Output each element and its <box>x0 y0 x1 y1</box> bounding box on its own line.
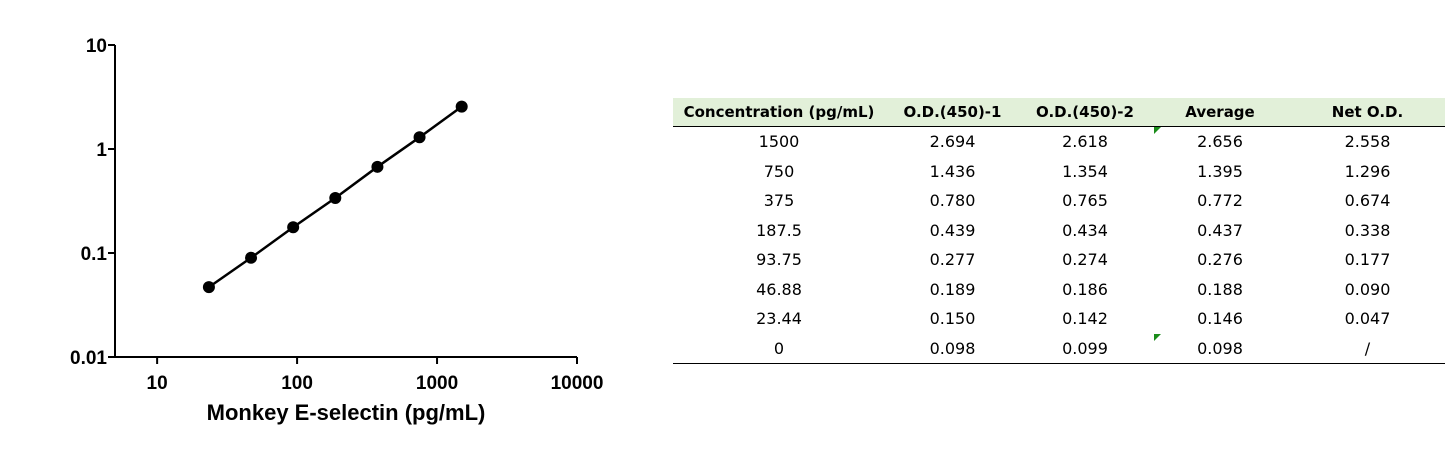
table-row: 23.44 0.150 0.142 0.146 0.047 <box>673 304 1445 334</box>
x-tick-label: 10000 <box>551 373 604 394</box>
x-tick-label: 100 <box>281 373 313 394</box>
x-tick-label: 1000 <box>416 373 458 394</box>
data-point <box>329 191 342 204</box>
table-cell: 0.772 <box>1197 191 1243 211</box>
table-cell: 0.189 <box>929 279 976 299</box>
table-cell: 0.434 <box>1062 220 1108 240</box>
error-flag <box>1154 333 1161 341</box>
table-cell: 0.188 <box>1197 279 1243 299</box>
table-cell: 0.177 <box>1344 250 1391 270</box>
table-cell: 1500 <box>758 132 800 152</box>
table-cell: 0.047 <box>1344 309 1391 329</box>
table-cell: 187.5 <box>756 220 802 240</box>
table-cell: 2.656 <box>1150 127 1290 157</box>
table-cell: 23.44 <box>756 309 802 329</box>
data-point <box>413 131 426 144</box>
table-cell: 0.186 <box>1062 279 1108 299</box>
table-row: 0 0.098 0.099 0.098/ <box>673 333 1445 364</box>
table-cell: 0.098 <box>885 333 1020 364</box>
table-cell: 2.694 <box>929 132 976 152</box>
table-row: 46.88 0.189 0.186 0.188 0.090 <box>673 275 1445 305</box>
header-cell: Average <box>1150 98 1290 127</box>
table-cell: 750 <box>763 161 795 181</box>
y-tick-label: 0.01 <box>70 348 107 369</box>
table-row: 187.5 0.439 0.434 0.437 0.338 <box>673 216 1445 246</box>
chart: Monkey E-selectin (pg/mL) 0.01 0.1 1 10 10 10… <box>70 36 604 425</box>
table-cell: 1.436 <box>929 161 976 181</box>
table-cell: 0.780 <box>929 191 976 211</box>
table-cell: 0.274 <box>1062 250 1108 270</box>
table-cell: 2.558 <box>1344 132 1391 152</box>
table-cell: 1.395 <box>1197 161 1243 181</box>
data-point <box>455 100 468 113</box>
table-cell: / <box>1290 333 1445 364</box>
table-cell: 375 <box>763 191 795 211</box>
table-cell: 0.150 <box>929 309 976 329</box>
table-cell: 0.277 <box>929 250 976 270</box>
x-axis-title: Monkey E-selectin (pg/mL) <box>207 400 486 425</box>
x-tick-label: 10 <box>147 373 168 394</box>
header-cell: O.D.(450)-1 <box>885 98 1020 127</box>
table-cell: 0.338 <box>1344 220 1391 240</box>
header-cell: Net O.D. <box>1290 98 1445 127</box>
y-tick-label: 0.1 <box>81 244 108 265</box>
table-cell: 1.354 <box>1062 161 1108 181</box>
table-cell: 0.439 <box>929 220 976 240</box>
table-cell: 46.88 <box>756 279 802 299</box>
y-tick-label: 10 <box>86 36 107 57</box>
table-cell: 93.75 <box>756 250 802 270</box>
table-cell: 2.618 <box>1062 132 1108 152</box>
table-cell: 0.090 <box>1344 279 1391 299</box>
table-cell: 0.765 <box>1062 191 1108 211</box>
table-row: 750 1.436 1.354 1.395 1.296 <box>673 157 1445 187</box>
table-cell: 1.296 <box>1344 161 1391 181</box>
y-tick-label: 1 <box>96 140 107 161</box>
table-body: 1500 2.694 2.618 2.656 2.558 750 1.436 1.354 1.3… <box>673 127 1445 364</box>
table-cell: 0.098 <box>1150 333 1290 364</box>
table-cell: 0 <box>673 333 885 364</box>
data-point <box>245 251 258 264</box>
header-cell: Concentration (pg/mL) <box>673 98 885 127</box>
table-cell: 0.674 <box>1344 191 1391 211</box>
table-cell: 0.099 <box>1020 333 1150 364</box>
header-cell: O.D.(450)-2 <box>1020 98 1150 127</box>
data-table: Concentration (pg/mL) O.D.(450)-1 O.D.(450… <box>673 98 1445 364</box>
table-row: 93.75 0.277 0.274 0.276 0.177 <box>673 245 1445 275</box>
header-row: Concentration (pg/mL) O.D.(450)-1 O.D.(450… <box>673 98 1445 127</box>
error-flag <box>1154 127 1161 134</box>
table-cell: 0.142 <box>1062 309 1108 329</box>
data-point <box>287 221 300 234</box>
table-cell: 0.146 <box>1197 309 1243 329</box>
table-cell: 0.276 <box>1197 250 1243 270</box>
data-point <box>371 160 384 173</box>
table-row: 375 0.780 0.765 0.772 0.674 <box>673 186 1445 216</box>
table-cell: 0.437 <box>1197 220 1243 240</box>
table-row: 1500 2.694 2.618 2.656 2.558 <box>673 127 1445 157</box>
data-point <box>202 281 215 294</box>
